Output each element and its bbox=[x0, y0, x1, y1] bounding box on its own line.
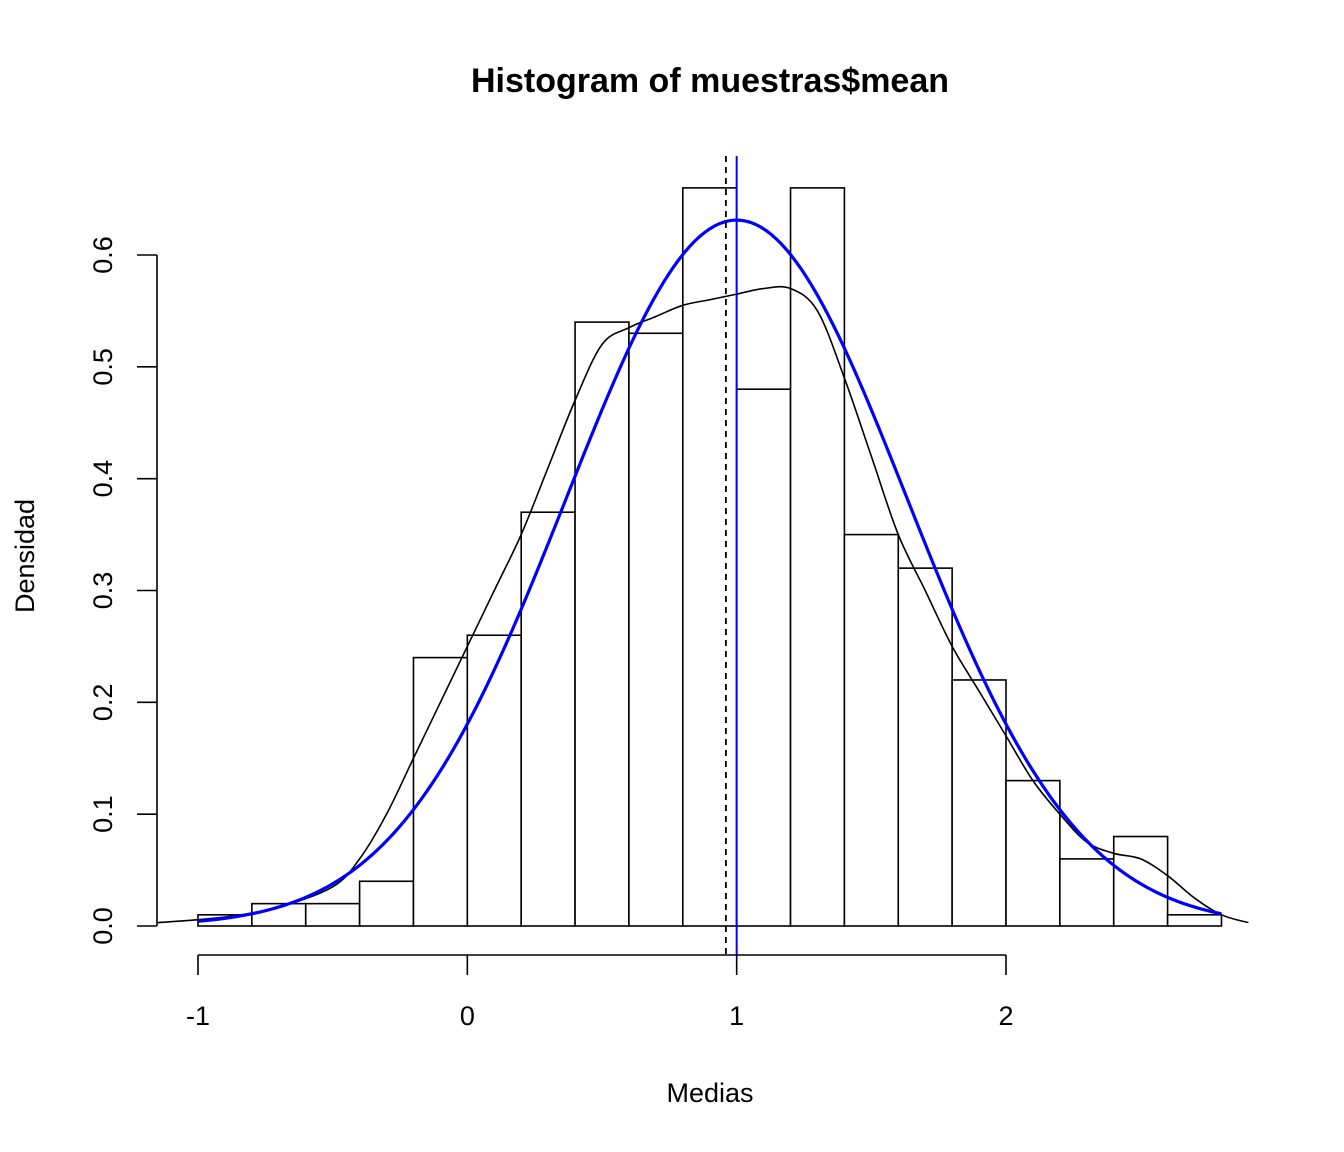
histogram-bar bbox=[574, 321, 630, 927]
histogram-bar bbox=[466, 634, 523, 927]
histogram-bar bbox=[358, 880, 415, 927]
density-curves bbox=[157, 218, 1249, 924]
histogram-bar bbox=[1059, 858, 1115, 927]
histogram-bar bbox=[789, 187, 846, 927]
y-tick-label: 0.6 bbox=[88, 236, 118, 274]
y-axis-label: Densidad bbox=[10, 499, 40, 613]
histogram-bar bbox=[1166, 914, 1223, 927]
normal-fit-curve bbox=[197, 218, 1222, 923]
y-axis: 0.0 0.1 0.2 0.3 0.4 0.5 0.6 bbox=[88, 236, 158, 945]
x-axis: -1 0 1 2 bbox=[186, 954, 1014, 1031]
x-tick-label: -1 bbox=[186, 1001, 210, 1031]
x-tick-label: 0 bbox=[460, 1001, 475, 1031]
kernel-density-curve bbox=[157, 285, 1249, 924]
x-tick-label: 2 bbox=[998, 1001, 1013, 1031]
y-tick-label: 0.1 bbox=[88, 795, 118, 833]
histogram-bar bbox=[520, 511, 576, 927]
y-tick-label: 0.2 bbox=[88, 684, 118, 722]
histogram-bars bbox=[197, 187, 1223, 927]
histogram-bar bbox=[735, 388, 792, 927]
histogram-bar bbox=[1112, 835, 1169, 927]
histogram-bar bbox=[304, 902, 361, 927]
histogram-bar bbox=[681, 187, 738, 927]
y-tick-label: 0.4 bbox=[88, 460, 118, 498]
chart-title: Histogram of muestras$mean bbox=[471, 62, 949, 100]
histogram-bar bbox=[843, 533, 900, 927]
x-axis-label: Medias bbox=[666, 1078, 753, 1108]
histogram-bar bbox=[628, 332, 684, 927]
y-tick-label: 0.3 bbox=[88, 572, 118, 610]
histogram-bar bbox=[1005, 779, 1061, 927]
reference-lines bbox=[724, 156, 738, 955]
y-tick-label: 0.0 bbox=[88, 907, 118, 945]
histogram-bar bbox=[412, 656, 469, 927]
histogram-bar bbox=[951, 679, 1007, 927]
histogram-bar bbox=[897, 567, 953, 927]
x-tick-label: 1 bbox=[729, 1001, 744, 1031]
y-tick-label: 0.5 bbox=[88, 348, 118, 386]
